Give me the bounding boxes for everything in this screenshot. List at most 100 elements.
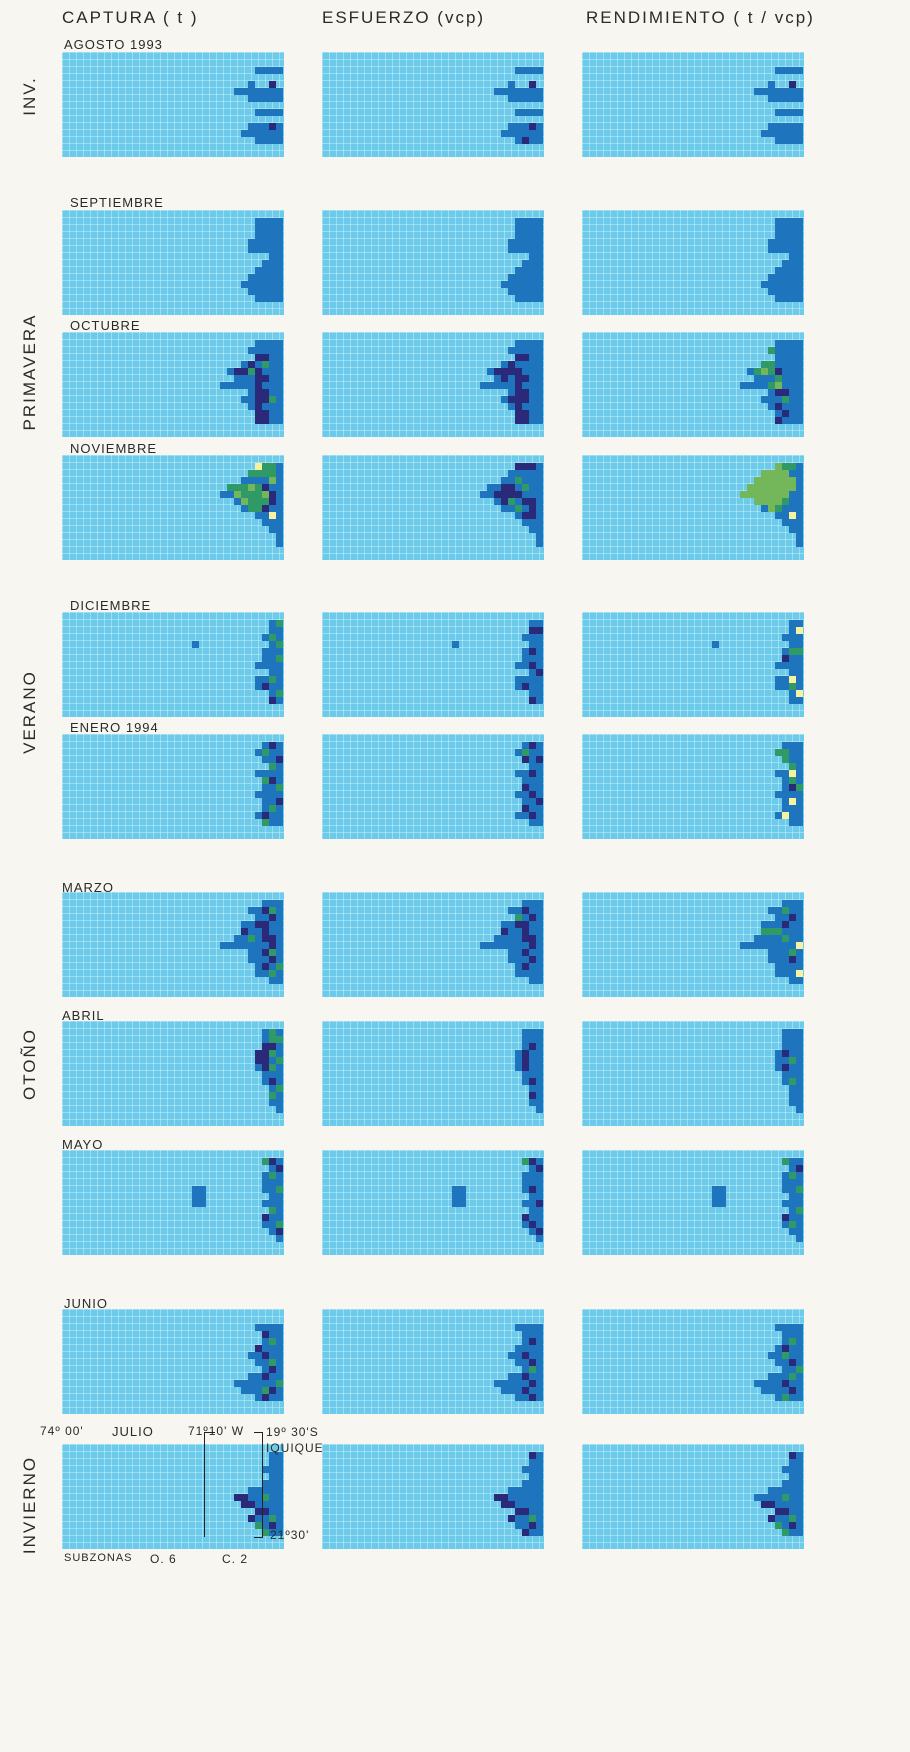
map-cell	[529, 1071, 536, 1078]
map-cell	[452, 1193, 459, 1200]
map-cell	[522, 907, 529, 914]
map-cell	[789, 1092, 796, 1099]
map-cell	[262, 396, 269, 403]
map-cell	[262, 756, 269, 763]
map-cell	[262, 900, 269, 907]
map-cell	[529, 1487, 536, 1494]
map-cell	[276, 1165, 283, 1172]
map-cell	[529, 218, 536, 225]
map-cell	[789, 1043, 796, 1050]
map-cell	[269, 382, 276, 389]
map-cell	[515, 470, 522, 477]
map-cell	[768, 95, 775, 102]
map-cell	[529, 770, 536, 777]
map-cell	[508, 942, 515, 949]
map-cell	[782, 963, 789, 970]
map-cell	[276, 505, 283, 512]
map-cell	[782, 1036, 789, 1043]
map-cell	[255, 970, 262, 977]
map-cell	[536, 288, 543, 295]
map-cell	[796, 634, 803, 641]
map-cell	[768, 477, 775, 484]
map-cell	[262, 676, 269, 683]
map-cell	[269, 484, 276, 491]
map-cell	[522, 281, 529, 288]
map-cell	[522, 417, 529, 424]
map-cell	[782, 288, 789, 295]
map-cell	[536, 812, 543, 819]
map-cell	[529, 505, 536, 512]
map-cell	[276, 88, 283, 95]
map-cell	[796, 1324, 803, 1331]
map-cell	[276, 95, 283, 102]
map-cell	[269, 512, 276, 519]
map-cell	[536, 1508, 543, 1515]
map-cell	[782, 239, 789, 246]
map-cell	[262, 1345, 269, 1352]
map-cell	[536, 130, 543, 137]
map-cell	[536, 519, 543, 526]
map-cell	[262, 137, 269, 144]
map-cell	[269, 1179, 276, 1186]
map-cell	[789, 225, 796, 232]
map-cell	[775, 477, 782, 484]
map-cell	[782, 484, 789, 491]
map-cell	[269, 81, 276, 88]
month-label: AGOSTO 1993	[64, 37, 163, 52]
map-cell	[262, 281, 269, 288]
map-cell	[515, 403, 522, 410]
map-cell	[768, 942, 775, 949]
map-cell	[529, 1165, 536, 1172]
map-cell	[241, 281, 248, 288]
map-cell	[529, 519, 536, 526]
map-cell	[529, 1078, 536, 1085]
map-cell	[536, 690, 543, 697]
map-cell	[515, 340, 522, 347]
map-cell	[782, 340, 789, 347]
map-cell	[796, 900, 803, 907]
map-cell	[796, 505, 803, 512]
map-cell	[276, 1515, 283, 1522]
map-cell	[276, 742, 283, 749]
map-cell	[276, 634, 283, 641]
map-cell	[536, 1078, 543, 1085]
map-cell	[262, 389, 269, 396]
map-cell	[782, 382, 789, 389]
map-cell	[515, 1387, 522, 1394]
map-cell	[522, 1324, 529, 1331]
map-cell	[276, 295, 283, 302]
map-cell	[782, 123, 789, 130]
map-cell	[789, 770, 796, 777]
map-cell	[747, 491, 754, 498]
map-cell	[248, 389, 255, 396]
map-cell	[276, 791, 283, 798]
map-cell	[789, 1228, 796, 1235]
map-cell	[522, 137, 529, 144]
map-cell	[248, 1515, 255, 1522]
map-cell	[248, 935, 255, 942]
map-cell	[508, 95, 515, 102]
map-cell	[782, 928, 789, 935]
map-cell	[768, 491, 775, 498]
map-cell	[536, 533, 543, 540]
map-cell	[775, 218, 782, 225]
map-cell	[536, 697, 543, 704]
map-cell	[515, 956, 522, 963]
map-cell	[789, 1480, 796, 1487]
map-cell	[747, 382, 754, 389]
map-cell	[220, 942, 227, 949]
map-noviembre-rendimiento	[582, 455, 804, 560]
map-cell	[515, 88, 522, 95]
map-cell	[536, 1064, 543, 1071]
map-cell	[515, 1501, 522, 1508]
map-cell	[262, 484, 269, 491]
map-cell	[775, 1064, 782, 1071]
map-cell	[276, 620, 283, 627]
map-cell	[276, 676, 283, 683]
map-cell	[775, 683, 782, 690]
map-cell	[529, 1057, 536, 1064]
map-cell	[522, 942, 529, 949]
map-cell	[248, 949, 255, 956]
map-cell	[754, 375, 761, 382]
map-cell	[789, 935, 796, 942]
